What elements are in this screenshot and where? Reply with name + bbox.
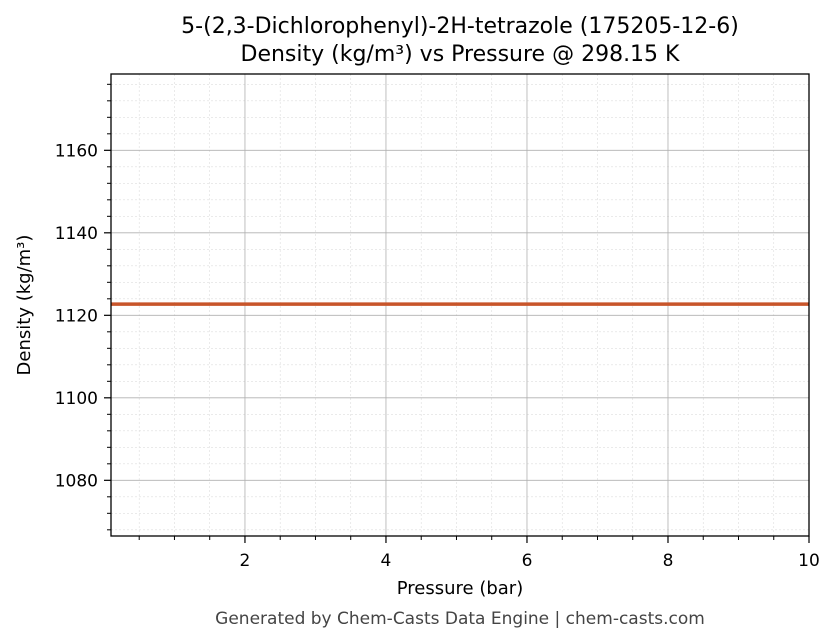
x-axis-ticks: 2 4 6 8 10 bbox=[138, 536, 820, 571]
y-axis-ticks: 1080 1100 1120 1140 1160 bbox=[55, 83, 111, 531]
minor-grid bbox=[111, 74, 809, 536]
plot-frame bbox=[110, 73, 810, 537]
y-tick-label: 1140 bbox=[55, 224, 98, 244]
x-tick-label: 4 bbox=[381, 551, 392, 571]
x-tick-label: 6 bbox=[522, 551, 533, 571]
y-tick-label: 1120 bbox=[55, 306, 98, 326]
x-tick-label: 2 bbox=[240, 551, 251, 571]
chart-title: 5-(2,3-Dichlorophenyl)-2H-tetrazole (175… bbox=[181, 14, 739, 39]
x-axis-label: Pressure (bar) bbox=[397, 578, 523, 599]
x-tick-label: 10 bbox=[798, 551, 820, 571]
chart-subtitle: Density (kg/m³) vs Pressure @ 298.15 K bbox=[241, 42, 681, 67]
x-tick-label: 8 bbox=[663, 551, 674, 571]
y-tick-label: 1080 bbox=[55, 471, 98, 491]
y-tick-label: 1100 bbox=[55, 389, 98, 409]
footer-credit: Generated by Chem-Casts Data Engine | ch… bbox=[215, 609, 705, 629]
y-tick-label: 1160 bbox=[55, 141, 98, 161]
y-axis-label: Density (kg/m³) bbox=[14, 235, 35, 376]
